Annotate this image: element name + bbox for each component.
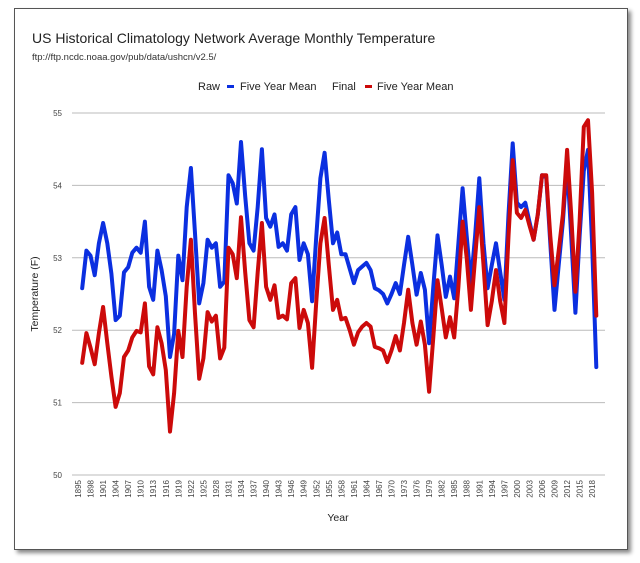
y-tick-label: 55 (53, 109, 62, 118)
y-tick-label: 54 (53, 181, 62, 190)
x-tick-label: 1937 (250, 479, 259, 497)
x-tick-label: 1952 (312, 479, 321, 497)
x-tick-label: 2000 (513, 479, 522, 497)
y-tick-label: 52 (53, 326, 62, 335)
x-axis-title: Year (327, 512, 349, 524)
x-tick-label: 1910 (137, 479, 146, 497)
x-tick-label: 1901 (99, 479, 108, 497)
x-tick-label: 2006 (538, 479, 547, 497)
x-tick-label: 1982 (438, 479, 447, 497)
x-tick-label: 1970 (388, 479, 397, 497)
y-tick-label: 51 (53, 399, 62, 408)
x-tick-label: 1961 (350, 479, 359, 497)
x-tick-label: 1925 (199, 479, 208, 497)
legend-group-raw: Raw (198, 81, 220, 93)
x-tick-label: 1976 (413, 479, 422, 497)
x-tick-label: 1949 (300, 479, 309, 497)
x-tick-label: 1958 (337, 479, 346, 497)
x-tick-label: 1991 (475, 479, 484, 497)
x-tick-label: 1994 (488, 479, 497, 497)
x-tick-label: 2018 (588, 479, 597, 497)
x-tick-label: 1973 (400, 479, 409, 497)
series-line-final (80, 118, 599, 434)
x-tick-label: 1898 (87, 479, 96, 497)
x-tick-label: 1964 (362, 479, 371, 497)
x-tick-label: 1943 (275, 479, 284, 497)
x-tick-label: 1955 (325, 479, 334, 497)
y-tick-label: 50 (53, 471, 62, 480)
x-tick-label: 2015 (576, 479, 585, 497)
x-tick-label: 1985 (450, 479, 459, 497)
y-tick-label: 53 (53, 254, 62, 263)
x-tick-label: 1931 (224, 479, 233, 497)
legend-label-final: Five Year Mean (377, 81, 453, 93)
x-tick-label: 1919 (174, 479, 183, 497)
x-tick-label: 1934 (237, 479, 246, 497)
x-tick-label: 1967 (375, 479, 384, 497)
legend-swatch-final (365, 85, 372, 88)
x-tick-label: 1922 (187, 479, 196, 497)
x-tick-label: 1895 (74, 479, 83, 497)
x-tick-label: 1916 (162, 479, 171, 497)
x-tick-label: 1988 (463, 479, 472, 497)
y-axis-title: Temperature (F) (29, 256, 41, 331)
x-tick-label: 1940 (262, 479, 271, 497)
x-tick-label: 1928 (212, 479, 221, 497)
legend: Raw Five Year Mean Final Five Year Mean (198, 81, 453, 93)
x-tick-label: 1979 (425, 479, 434, 497)
x-tick-label: 2009 (551, 479, 560, 497)
legend-group-final: Final (332, 81, 356, 93)
chart-title: US Historical Climatology Network Averag… (32, 30, 436, 46)
legend-swatch-raw (227, 85, 234, 88)
x-tick-label: 1946 (287, 479, 296, 497)
x-tick-label: 1913 (149, 479, 158, 497)
chart-subtitle: ftp://ftp.ncdc.noaa.gov/pub/data/ushcn/v… (32, 52, 217, 63)
x-tick-label: 1904 (112, 479, 121, 497)
x-tick-label: 1997 (500, 479, 509, 497)
x-tick-label: 2003 (525, 479, 534, 497)
chart-frame (14, 8, 628, 550)
x-tick-label: 1907 (124, 479, 133, 497)
legend-label-raw: Five Year Mean (240, 81, 316, 93)
x-tick-label: 2012 (563, 479, 572, 497)
